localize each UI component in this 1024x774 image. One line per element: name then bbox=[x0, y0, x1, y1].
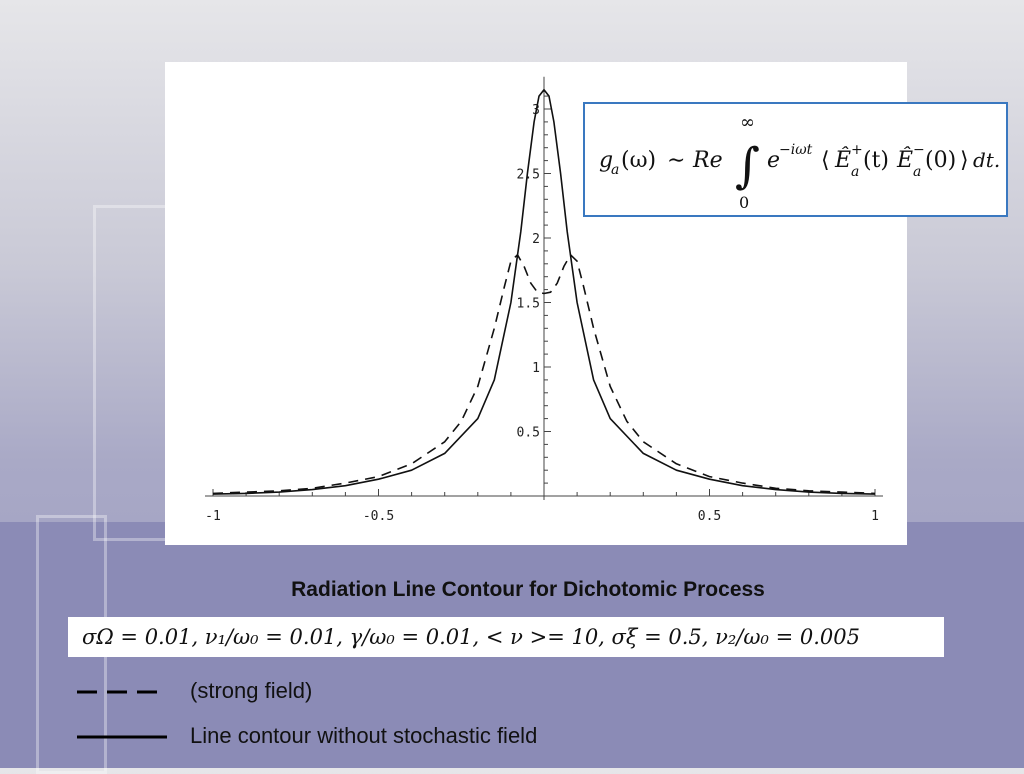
legend-label-no-stochastic: Line contour without stochastic field bbox=[190, 723, 538, 748]
y-tick-label: 2 bbox=[532, 232, 540, 247]
legend-label-strong-field: (strong field) bbox=[190, 678, 313, 703]
legend-swatch-dashed bbox=[77, 690, 167, 694]
formula: g a (ω) ∼ Re ∞ ∫ 0 e −iωt ⟨ Ê + a (t) Ê … bbox=[599, 112, 1000, 212]
formula-sim: ∼ bbox=[667, 148, 685, 173]
formula-exp-base: e bbox=[767, 148, 780, 173]
legend-item-strong-field: (strong field) bbox=[75, 676, 675, 706]
formula-e1: Ê bbox=[834, 146, 851, 173]
formula-lhs-arg: (ω) bbox=[621, 148, 656, 173]
formula-e1-sup: + bbox=[851, 142, 863, 158]
formula-angle-open: ⟨ bbox=[821, 148, 830, 173]
series-line-no-stochastic bbox=[212, 88, 876, 495]
x-tick-label: 1 bbox=[871, 509, 879, 524]
formula-upper-limit: ∞ bbox=[740, 112, 755, 133]
x-tick-label: -0.5 bbox=[363, 509, 394, 524]
y-tick-label: 0.5 bbox=[517, 426, 540, 441]
y-tick-label: 1.5 bbox=[517, 297, 540, 312]
formula-lhs-sub: a bbox=[611, 162, 619, 178]
formula-e2-arg: (0) bbox=[925, 148, 956, 173]
formula-e2-sup: − bbox=[913, 142, 925, 158]
formula-integral: ∫ bbox=[735, 138, 760, 194]
chart-caption: Radiation Line Contour for Dichotomic Pr… bbox=[291, 578, 765, 601]
formula-e1-sub: a bbox=[851, 164, 859, 180]
legend-swatch-solid bbox=[77, 735, 167, 739]
formula-e1-arg: (t) bbox=[863, 148, 889, 173]
x-tick-label: 0.5 bbox=[698, 509, 721, 524]
formula-angle-close: ⟩ bbox=[960, 148, 969, 173]
x-tick-label: -1 bbox=[205, 509, 221, 524]
formula-dt: dt. bbox=[973, 148, 1000, 172]
legend-item-no-stochastic: Line contour without stochastic field bbox=[75, 721, 675, 751]
formula-e2: Ê bbox=[896, 146, 913, 173]
formula-lower-limit: 0 bbox=[739, 193, 749, 212]
parameters-formula: σΩ = 0.01, ν₁/ω₀ = 0.01, γ/ω₀ = 0.01, < … bbox=[68, 617, 944, 657]
formula-box: g a (ω) ∼ Re ∞ ∫ 0 e −iωt ⟨ Ê + a (t) Ê … bbox=[583, 102, 1008, 217]
formula-lhs: g bbox=[599, 148, 613, 173]
series-line-strong-field bbox=[212, 254, 876, 495]
formula-e2-sub: a bbox=[913, 164, 921, 180]
formula-exp-power: −iωt bbox=[779, 142, 813, 158]
y-tick-label: 2.5 bbox=[517, 168, 540, 183]
line-chart: -1 -0.5 0.5 10.511.522.53 bbox=[205, 76, 883, 524]
formula-re: Re bbox=[692, 148, 723, 173]
y-tick-label: 1 bbox=[532, 361, 540, 376]
